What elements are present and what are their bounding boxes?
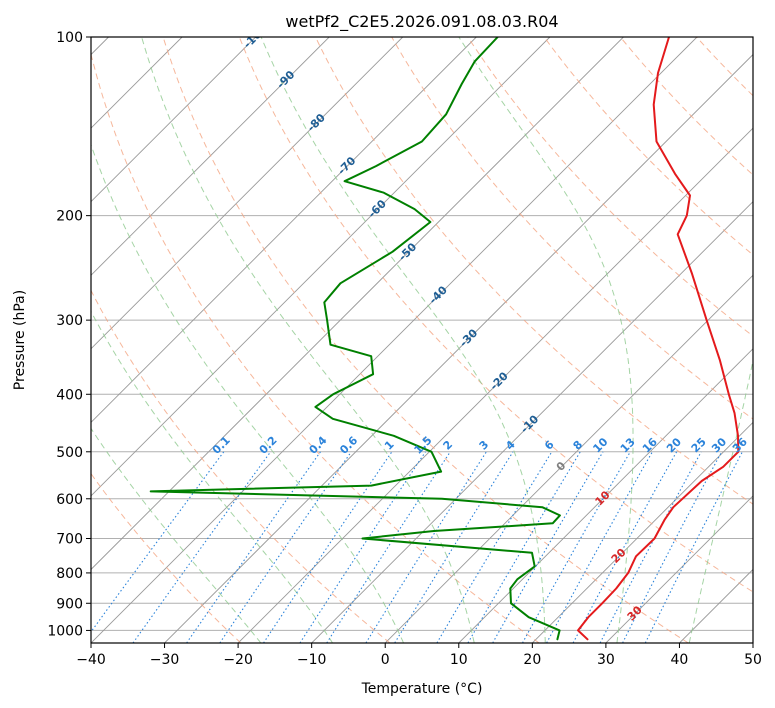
- isotherm-line: [91, 37, 698, 643]
- mixing-ratio-line: [132, 451, 272, 643]
- y-tick-label: 700: [56, 532, 83, 548]
- chart-title: wetPf2_C2E5.2026.091.08.03.R04: [285, 12, 558, 32]
- moist-adiabat-line: [458, 37, 634, 643]
- x-tick-label: 30: [597, 652, 615, 668]
- isotherm-line: [91, 37, 477, 423]
- temperature-profile-line: [577, 37, 740, 641]
- y-tick-label: 800: [56, 566, 83, 582]
- dry-adiabat-line: [467, 37, 753, 337]
- isotherm-line: [237, 127, 753, 643]
- isotherm-line: [91, 37, 330, 276]
- mixing-ratio-line: [436, 451, 553, 643]
- isotherm-line: [91, 37, 404, 350]
- moist-adiabat-line: [260, 37, 546, 643]
- mixing-ratio-line: [326, 451, 451, 643]
- y-tick-label: 500: [56, 445, 83, 461]
- mixing-ratio-line: [467, 451, 581, 643]
- plot-area: [91, 37, 753, 643]
- y-tick-label: 900: [56, 596, 83, 612]
- x-axis-title: Temperature (°C): [361, 681, 483, 697]
- mixing-ratio-line: [219, 451, 352, 643]
- dry-adiabat-line: [315, 37, 753, 505]
- x-tick-label: 50: [744, 652, 762, 668]
- x-tick-label: −10: [297, 652, 327, 668]
- dry-adiabat-line: [162, 37, 689, 643]
- mixing-ratio-line: [546, 451, 653, 643]
- x-tick-label: 40: [671, 652, 689, 668]
- axes: −40 −30 −20 −10 0 10 20 30 40 50 100 200 300 400 500 60…: [47, 30, 762, 668]
- mixing-ratio-line: [186, 451, 321, 643]
- y-axis-title: Pressure (hPa): [12, 290, 28, 390]
- y-tick-label: 100: [56, 30, 83, 46]
- moist-adiabat-line: [141, 37, 475, 643]
- dry-adiabat-line: [391, 37, 753, 420]
- y-tick-label: 1000: [47, 623, 83, 639]
- mixing-ratio-line: [572, 451, 678, 643]
- mixing-ratio-line: [365, 451, 487, 643]
- isotherm-line: [605, 495, 753, 643]
- moist-adiabat-line: [91, 427, 262, 643]
- plot-frame: [90, 36, 754, 644]
- dry-adiabat-line: [619, 37, 753, 176]
- x-tick-label: −40: [76, 652, 106, 668]
- mixing-ratio-line: [522, 451, 631, 643]
- x-tick-label: 20: [523, 652, 541, 668]
- mixing-ratio-line: [394, 451, 514, 643]
- y-tick-label: 400: [56, 387, 83, 403]
- dry-adiabat-line: [238, 37, 753, 593]
- isotherm-line: [458, 348, 753, 643]
- isotherm-line: [91, 37, 624, 571]
- dry-adiabat-line: [91, 289, 391, 643]
- isotherm-line: [384, 274, 753, 643]
- mixing-ratio-line: [492, 451, 604, 643]
- isotherm-line: [164, 53, 753, 643]
- x-tick-label: −30: [150, 652, 180, 668]
- x-tick-label: 10: [450, 652, 468, 668]
- moist-adiabat-line: [688, 358, 753, 643]
- y-tick-label: 300: [56, 313, 83, 329]
- y-tick-label: 200: [56, 209, 83, 225]
- isotherm-line: [91, 37, 551, 497]
- isotherm-line: [532, 421, 753, 643]
- background-lines: [91, 37, 753, 643]
- y-tick-label: 600: [56, 492, 83, 508]
- x-tick-label: 0: [381, 652, 390, 668]
- sounding-profiles: [149, 37, 740, 641]
- x-tick-label: −20: [223, 652, 253, 668]
- dewpoint-profile-line: [149, 37, 561, 641]
- isotherm-line: [91, 37, 256, 203]
- moist-adiabat-line: [91, 143, 405, 643]
